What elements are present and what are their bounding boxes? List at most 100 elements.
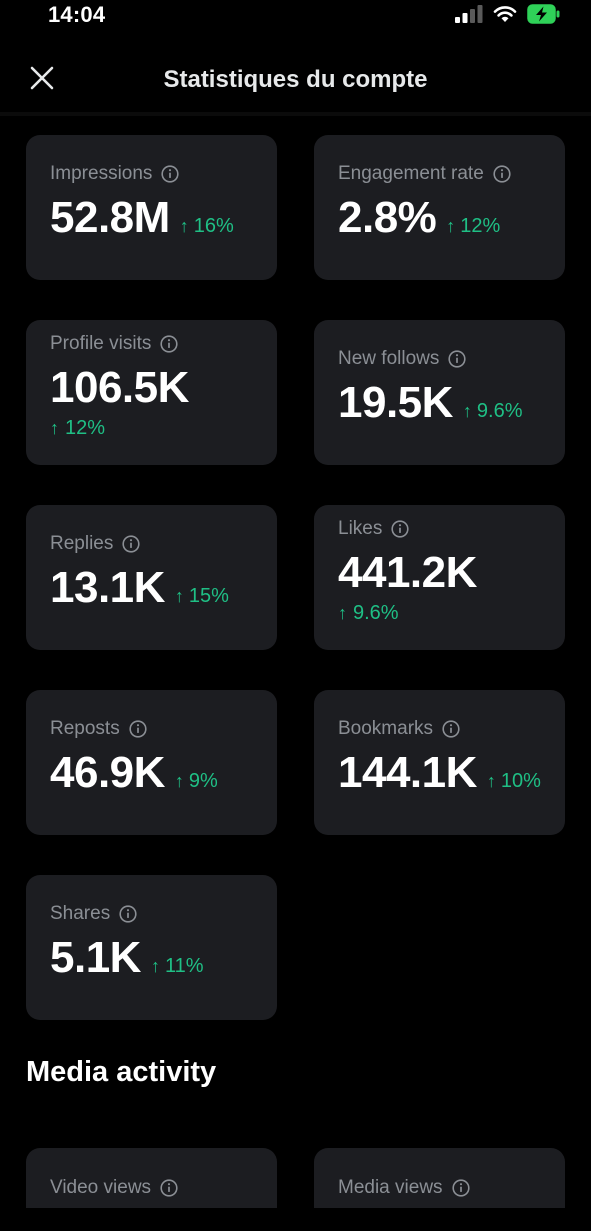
arrow-up-icon: ↑: [338, 603, 347, 623]
stat-delta: ↑ 9.6%: [463, 400, 523, 423]
stat-label-row: Profile visits: [50, 333, 178, 355]
stat-label-row: New follows: [338, 348, 466, 370]
info-icon[interactable]: [452, 1179, 470, 1197]
stat-label-row: Shares: [50, 903, 137, 925]
stat-label: Bookmarks: [338, 718, 434, 739]
stat-value-row: 441.2K: [338, 548, 477, 598]
stat-delta-value: 16%: [193, 215, 234, 237]
stat-card-impressions[interactable]: Impressions 52.8M ↑ 16%: [26, 135, 277, 280]
stat-label: Shares: [50, 903, 111, 924]
stat-value: 144.1K: [338, 748, 477, 797]
battery-charging-icon: [527, 4, 561, 29]
stat-delta: ↑ 16%: [180, 215, 234, 238]
stat-label: Likes: [338, 518, 383, 539]
info-icon[interactable]: [448, 350, 466, 368]
stat-card-shares[interactable]: Shares 5.1K ↑ 11%: [26, 875, 277, 1020]
stat-value-row: 106.5K: [50, 363, 189, 413]
stat-label: Replies: [50, 533, 114, 554]
close-icon: [29, 65, 55, 96]
stat-delta-value: 12%: [65, 417, 106, 439]
info-icon[interactable]: [122, 535, 140, 553]
stat-label-row: Engagement rate: [338, 163, 511, 185]
page-header: Statistiques du compte: [0, 52, 591, 112]
stat-delta-value: 11%: [164, 955, 204, 977]
stat-delta-value: 15%: [188, 585, 229, 607]
info-icon[interactable]: [391, 520, 409, 538]
stat-delta: ↑ 15%: [175, 585, 229, 608]
arrow-up-icon: ↑: [150, 956, 160, 976]
stat-card-new-follows[interactable]: New follows 19.5K ↑ 9.6%: [314, 320, 565, 465]
stat-label-row: Likes: [338, 518, 409, 540]
stat-value: 5.1K: [50, 933, 141, 982]
stat-delta-value: 12%: [460, 215, 501, 237]
info-icon[interactable]: [493, 165, 511, 183]
stat-value: 13.1K: [50, 563, 165, 612]
arrow-up-icon: ↑: [174, 771, 184, 791]
info-icon[interactable]: [161, 165, 179, 183]
stat-label-row: Video views: [50, 1177, 178, 1199]
arrow-up-icon: ↑: [446, 216, 456, 236]
stat-value-row: 13.1K ↑ 15%: [50, 563, 229, 613]
stat-label: Profile visits: [50, 333, 152, 354]
stat-delta-value: 9%: [188, 770, 218, 792]
stat-value-row: 2.8% ↑ 12%: [338, 193, 500, 243]
stat-card-profile-visits[interactable]: Profile visits 106.5K ↑ 12%: [26, 320, 277, 465]
stat-value-row: 46.9K ↑ 9%: [50, 748, 218, 798]
stat-card-bookmarks[interactable]: Bookmarks 144.1K ↑ 10%: [314, 690, 565, 835]
stat-delta-value: 9.6%: [353, 602, 399, 624]
stat-card-media-views[interactable]: Media views: [314, 1148, 565, 1208]
info-icon[interactable]: [160, 335, 178, 353]
stat-delta: ↑ 9%: [175, 770, 218, 793]
stat-label: Media views: [338, 1177, 443, 1198]
stat-value-row: 5.1K ↑ 11%: [50, 933, 204, 983]
info-icon[interactable]: [129, 720, 147, 738]
wifi-icon: [493, 5, 517, 28]
stat-value-row: 19.5K ↑ 9.6%: [338, 378, 523, 428]
stat-label-row: Bookmarks: [338, 718, 460, 740]
info-icon[interactable]: [160, 1179, 178, 1197]
stat-label-row: Impressions: [50, 163, 179, 185]
stat-delta-value: 10%: [500, 770, 541, 792]
status-time: 14:04: [48, 2, 106, 27]
stat-value: 106.5K: [50, 363, 189, 412]
stat-value: 19.5K: [338, 378, 453, 427]
section-title-media-activity: Media activity: [26, 1056, 217, 1088]
stat-label-row: Reposts: [50, 718, 147, 740]
stat-label-row: Replies: [50, 533, 140, 555]
stat-delta-value: 9.6%: [476, 400, 523, 422]
stat-delta: ↑ 9.6%: [338, 602, 399, 625]
stat-label: New follows: [338, 348, 440, 369]
stat-label: Reposts: [50, 718, 120, 739]
stat-value: 52.8M: [50, 193, 170, 242]
close-button[interactable]: [22, 60, 62, 100]
stat-delta: ↑ 10%: [487, 770, 541, 793]
arrow-up-icon: ↑: [486, 771, 496, 791]
stat-delta: ↑ 12%: [50, 417, 105, 440]
stat-label-row: Media views: [338, 1177, 470, 1199]
stat-label: Video views: [50, 1177, 152, 1198]
arrow-up-icon: ↑: [179, 216, 189, 236]
status-icons: [455, 4, 561, 29]
stat-value: 441.2K: [338, 548, 477, 597]
header-divider: [0, 112, 591, 116]
stat-value: 2.8%: [338, 193, 437, 242]
stat-value-row: 52.8M ↑ 16%: [50, 193, 234, 243]
stat-value-row: 144.1K ↑ 10%: [338, 748, 541, 798]
stat-value: 46.9K: [50, 748, 165, 797]
stat-delta: ↑ 12%: [446, 215, 500, 238]
arrow-up-icon: ↑: [462, 401, 472, 421]
stat-card-replies[interactable]: Replies 13.1K ↑ 15%: [26, 505, 277, 650]
page-title: Statistiques du compte: [163, 66, 428, 93]
stat-card-reposts[interactable]: Reposts 46.9K ↑ 9%: [26, 690, 277, 835]
arrow-up-icon: ↑: [50, 418, 59, 438]
stat-delta: ↑ 11%: [151, 955, 204, 978]
stat-label: Engagement rate: [338, 163, 484, 184]
arrow-up-icon: ↑: [174, 586, 184, 606]
info-icon[interactable]: [442, 720, 460, 738]
stat-card-engagement-rate[interactable]: Engagement rate 2.8% ↑ 12%: [314, 135, 565, 280]
stat-card-video-views[interactable]: Video views: [26, 1148, 277, 1208]
stat-label: Impressions: [50, 163, 153, 184]
status-bar: 14:04: [0, 0, 591, 34]
info-icon[interactable]: [119, 905, 137, 923]
stat-card-likes[interactable]: Likes 441.2K ↑ 9.6%: [314, 505, 565, 650]
